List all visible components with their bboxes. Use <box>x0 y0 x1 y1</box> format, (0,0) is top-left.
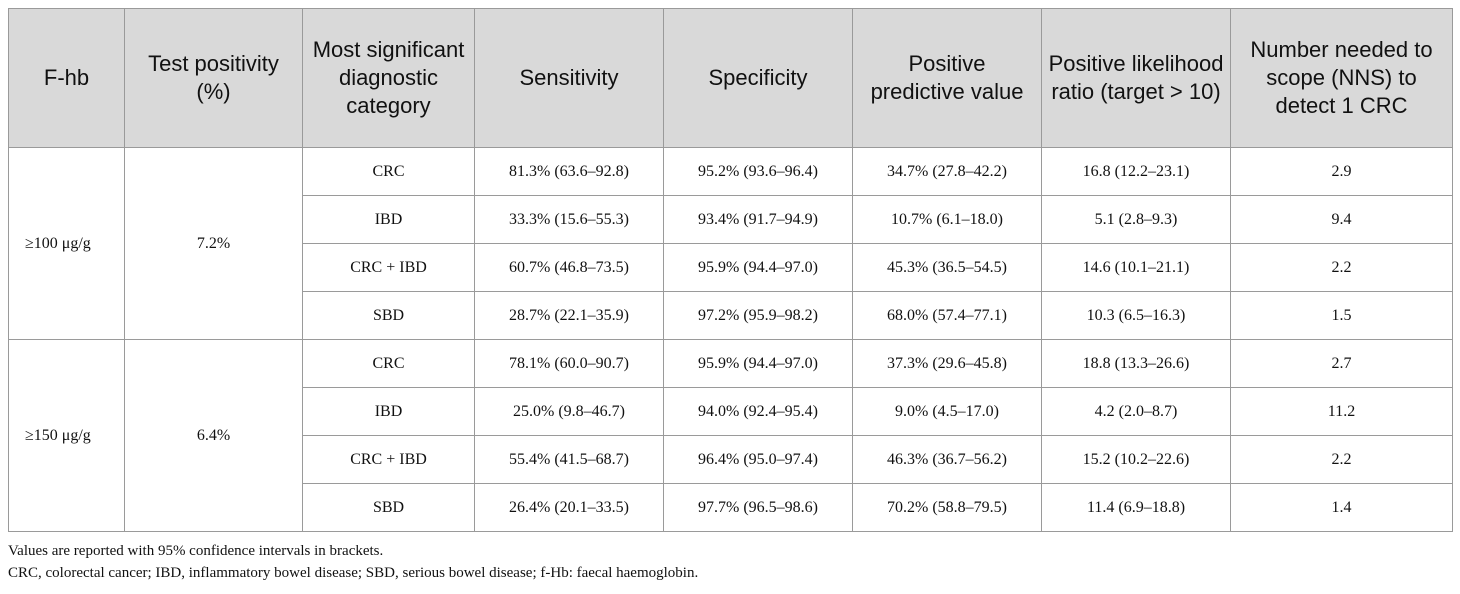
plr-cell: 14.6 (10.1–21.1) <box>1041 243 1231 292</box>
plr-cell: 5.1 (2.8–9.3) <box>1041 195 1231 244</box>
nns-cell: 2.9 <box>1230 147 1453 196</box>
ppv-cell: 34.7% (27.8–42.2) <box>852 147 1042 196</box>
sensitivity-cell: 55.4% (41.5–68.7) <box>474 435 664 484</box>
table-row: IBD 25.0% (9.8–46.7) 94.0% (92.4–95.4) 9… <box>9 387 1453 436</box>
plr-cell: 18.8 (13.3–26.6) <box>1041 339 1231 388</box>
test-positivity-cell: 6.4% <box>124 339 303 532</box>
ppv-cell: 46.3% (36.7–56.2) <box>852 435 1042 484</box>
nns-cell: 9.4 <box>1230 195 1453 244</box>
table-footnotes: Values are reported with 95% confidence … <box>8 540 698 584</box>
footnote-ci: Values are reported with 95% confidence … <box>8 543 384 559</box>
table-row: CRC + IBD 60.7% (46.8–73.5) 95.9% (94.4–… <box>9 243 1453 292</box>
header-fhb: F-hb <box>8 8 125 148</box>
fhb-threshold-cell: ≥150 μg/g <box>8 339 125 532</box>
plr-cell: 16.8 (12.2–23.1) <box>1041 147 1231 196</box>
ppv-cell: 68.0% (57.4–77.1) <box>852 291 1042 340</box>
category-cell: CRC + IBD <box>302 243 475 292</box>
nns-cell: 2.2 <box>1230 435 1453 484</box>
test-positivity-cell: 7.2% <box>124 147 303 340</box>
header-sensitivity: Sensitivity <box>474 8 664 148</box>
header-plr: Positive likelihood ratio (target > 10) <box>1041 8 1231 148</box>
plr-cell: 11.4 (6.9–18.8) <box>1041 483 1231 532</box>
nns-cell: 2.2 <box>1230 243 1453 292</box>
fhb-threshold-cell: ≥100 μg/g <box>8 147 125 340</box>
category-cell: IBD <box>302 195 475 244</box>
ppv-cell: 70.2% (58.8–79.5) <box>852 483 1042 532</box>
category-cell: SBD <box>302 291 475 340</box>
specificity-cell: 94.0% (92.4–95.4) <box>663 387 853 436</box>
specificity-cell: 97.2% (95.9–98.2) <box>663 291 853 340</box>
specificity-cell: 96.4% (95.0–97.4) <box>663 435 853 484</box>
footnote-abbreviations: CRC, colorectal cancer; IBD, inflammator… <box>8 565 699 581</box>
category-cell: IBD <box>302 387 475 436</box>
sensitivity-cell: 81.3% (63.6–92.8) <box>474 147 664 196</box>
table-row: ≥100 μg/g 7.2% CRC 81.3% (63.6–92.8) 95.… <box>8 147 1453 340</box>
header-nns: Number needed to scope (NNS) to detect 1… <box>1230 8 1453 148</box>
table-row: ≥150 μg/g 6.4% CRC 78.1% (60.0–90.7) 95.… <box>8 339 1453 532</box>
sensitivity-cell: 26.4% (20.1–33.5) <box>474 483 664 532</box>
ppv-cell: 10.7% (6.1–18.0) <box>852 195 1042 244</box>
diagnostic-accuracy-table: F-hb Test positivity (%) Most significan… <box>8 8 1453 532</box>
specificity-cell: 95.9% (94.4–97.0) <box>663 243 853 292</box>
sensitivity-cell: 28.7% (22.1–35.9) <box>474 291 664 340</box>
nns-cell: 1.5 <box>1230 291 1453 340</box>
sensitivity-cell: 60.7% (46.8–73.5) <box>474 243 664 292</box>
category-cell: CRC <box>302 339 475 388</box>
sensitivity-cell: 33.3% (15.6–55.3) <box>474 195 664 244</box>
header-specificity: Specificity <box>663 8 853 148</box>
category-cell: SBD <box>302 483 475 532</box>
plr-cell: 4.2 (2.0–8.7) <box>1041 387 1231 436</box>
header-test-positivity: Test positivity (%) <box>124 8 303 148</box>
table-row: CRC + IBD 55.4% (41.5–68.7) 96.4% (95.0–… <box>9 435 1453 484</box>
sensitivity-cell: 78.1% (60.0–90.7) <box>474 339 664 388</box>
header-diagnostic-category: Most significant diagnostic category <box>302 8 475 148</box>
ppv-cell: 37.3% (29.6–45.8) <box>852 339 1042 388</box>
ppv-cell: 45.3% (36.5–54.5) <box>852 243 1042 292</box>
category-cell: CRC <box>302 147 475 196</box>
table-container: F-hb Test positivity (%) Most significan… <box>8 8 1453 532</box>
sensitivity-cell: 25.0% (9.8–46.7) <box>474 387 664 436</box>
specificity-cell: 95.9% (94.4–97.0) <box>663 339 853 388</box>
plr-cell: 10.3 (6.5–16.3) <box>1041 291 1231 340</box>
nns-cell: 2.7 <box>1230 339 1453 388</box>
table-row: SBD 28.7% (22.1–35.9) 97.2% (95.9–98.2) … <box>9 291 1453 340</box>
plr-cell: 15.2 (10.2–22.6) <box>1041 435 1231 484</box>
specificity-cell: 95.2% (93.6–96.4) <box>663 147 853 196</box>
nns-cell: 1.4 <box>1230 483 1453 532</box>
table-row: SBD 26.4% (20.1–33.5) 97.7% (96.5–98.6) … <box>9 483 1453 532</box>
table-row: IBD 33.3% (15.6–55.3) 93.4% (91.7–94.9) … <box>9 195 1453 244</box>
nns-cell: 11.2 <box>1230 387 1453 436</box>
specificity-cell: 93.4% (91.7–94.9) <box>663 195 853 244</box>
specificity-cell: 97.7% (96.5–98.6) <box>663 483 853 532</box>
category-cell: CRC + IBD <box>302 435 475 484</box>
ppv-cell: 9.0% (4.5–17.0) <box>852 387 1042 436</box>
header-row: F-hb Test positivity (%) Most significan… <box>8 8 1453 148</box>
header-ppv: Positive predictive value <box>852 8 1042 148</box>
